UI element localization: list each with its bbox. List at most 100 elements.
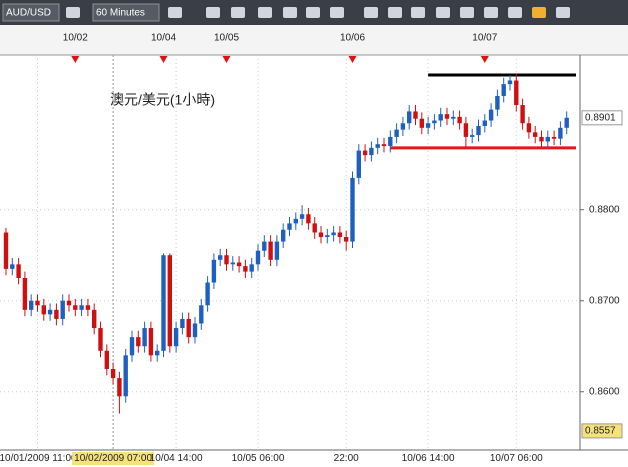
- candle-body: [463, 123, 469, 137]
- candle-body: [533, 132, 538, 137]
- candle-body: [155, 350, 160, 356]
- candle-body: [79, 305, 84, 310]
- candle-body: [41, 305, 46, 315]
- candle-body: [344, 237, 349, 242]
- candle-body: [16, 264, 21, 278]
- session-marker: [480, 56, 489, 63]
- candle-body: [47, 309, 53, 315]
- candle-body: [507, 80, 513, 85]
- candle-body: [180, 318, 185, 329]
- icon[interactable]: [168, 7, 182, 18]
- candle-body: [558, 127, 563, 139]
- candle-body: [356, 150, 361, 178]
- candle-body: [501, 84, 506, 96]
- timeframe-select[interactable]: [92, 3, 160, 22]
- candle-body: [167, 255, 172, 347]
- session-marker: [71, 56, 80, 63]
- icon[interactable]: [66, 7, 80, 18]
- candle-body: [161, 255, 166, 351]
- candle-body: [419, 118, 424, 128]
- candle-body: [369, 147, 374, 156]
- last-price-label: 0.8901: [585, 112, 616, 123]
- candle-body: [432, 120, 437, 124]
- candle-body: [136, 337, 141, 347]
- candle-body: [54, 309, 59, 319]
- candle-body: [350, 177, 355, 242]
- candle-body: [10, 264, 15, 269]
- x-tick-label: 10/07 06:00: [490, 453, 543, 464]
- candle-body: [331, 232, 336, 236]
- candle-body: [470, 135, 475, 137]
- timeframe: 60 Minutes: [96, 8, 145, 19]
- candle-body: [104, 350, 109, 369]
- annotation: 澳元/美元(1小時): [110, 92, 215, 108]
- crosshair-price-box: [581, 423, 623, 439]
- icon[interactable]: [388, 7, 402, 18]
- candle-body: [394, 129, 399, 137]
- candle-body: [129, 337, 135, 356]
- session-label: 10/02: [63, 33, 88, 44]
- candle-body: [243, 266, 248, 272]
- icon[interactable]: [231, 7, 245, 18]
- symbol: AUD/USD: [6, 8, 51, 19]
- candle-body: [123, 355, 128, 397]
- candle-body: [110, 368, 116, 379]
- candle-body: [381, 144, 387, 147]
- candle-body: [425, 123, 431, 128]
- icon[interactable]: [532, 7, 546, 18]
- candle-body: [325, 235, 330, 238]
- candle-body: [22, 277, 28, 310]
- candle-body: [306, 214, 311, 224]
- y-tick-label: 0.8700: [589, 295, 620, 306]
- session-label: 10/04: [151, 33, 176, 44]
- icon[interactable]: [364, 7, 378, 18]
- x-tick-label: 10/04 14:00: [150, 453, 203, 464]
- candle-body: [211, 259, 217, 283]
- candle-body: [400, 123, 406, 130]
- candle-body: [293, 218, 298, 224]
- icon[interactable]: [460, 7, 474, 18]
- candle-body: [186, 318, 191, 338]
- candle-body: [457, 116, 462, 124]
- toolbar: AUD/USD 60 Minutes: [0, 0, 628, 25]
- candle-body: [60, 300, 65, 319]
- candle-body: [218, 255, 223, 260]
- crosshair-price-label: 0.8557: [585, 426, 616, 437]
- session-marker: [159, 56, 168, 63]
- candle-body: [66, 300, 72, 306]
- icon[interactable]: [436, 7, 450, 18]
- candle-body: [312, 223, 317, 233]
- candle-body: [413, 111, 418, 119]
- icon[interactable]: [206, 7, 220, 18]
- candle-body: [98, 328, 103, 351]
- candle-body: [192, 323, 198, 338]
- candle-body: [526, 123, 532, 133]
- icon[interactable]: [306, 7, 320, 18]
- candle-body: [274, 241, 280, 260]
- candle-body: [35, 300, 40, 306]
- candle-body: [564, 117, 569, 128]
- candle-body: [230, 262, 235, 265]
- icon[interactable]: [556, 7, 570, 18]
- icon[interactable]: [411, 7, 425, 18]
- symbol-select[interactable]: [2, 3, 60, 22]
- candle-body: [337, 232, 343, 238]
- candle-body: [173, 328, 179, 347]
- candle-body: [73, 305, 78, 310]
- icon[interactable]: [484, 7, 498, 18]
- icon[interactable]: [258, 7, 272, 18]
- candle-body: [205, 282, 210, 306]
- candle-body: [224, 255, 229, 265]
- icon[interactable]: [283, 7, 297, 18]
- last-price-box: [581, 110, 623, 126]
- icon[interactable]: [330, 7, 344, 18]
- candle-body: [318, 232, 324, 238]
- x-tick-label: 10/02/2009 07:00: [74, 453, 152, 464]
- session-label: 10/06: [340, 33, 365, 44]
- icon[interactable]: [508, 7, 522, 18]
- candle-body: [362, 150, 368, 156]
- candle-body: [3, 232, 9, 269]
- candle-body: [520, 105, 525, 124]
- crosshair-time-box: [72, 452, 155, 465]
